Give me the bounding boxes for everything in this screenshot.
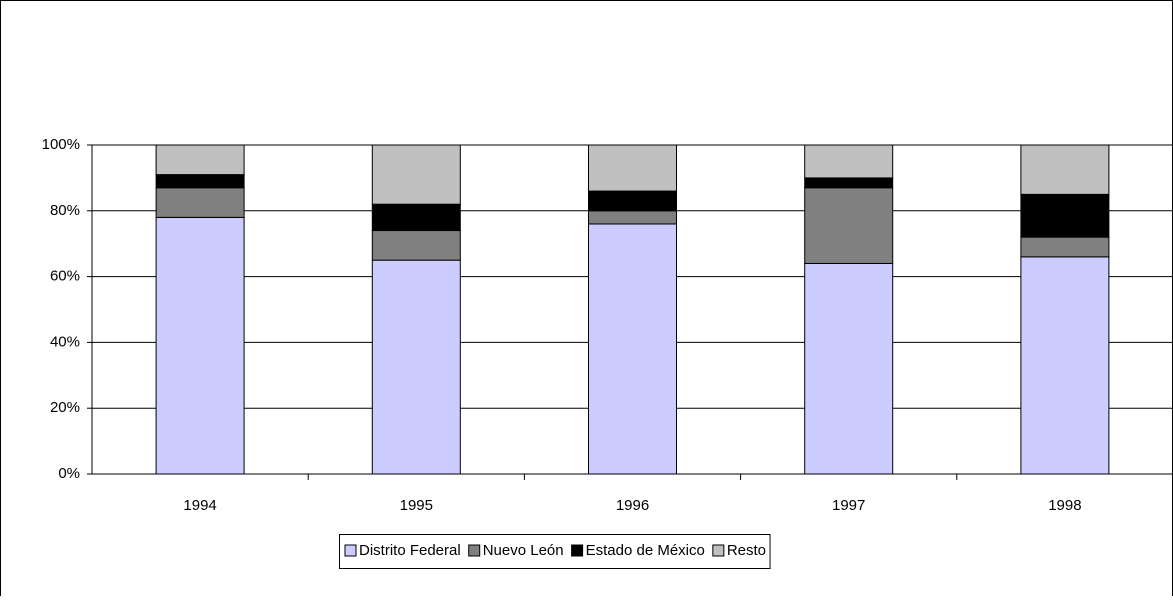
bar-segment — [155, 216, 245, 475]
y-tick-label: 20% — [50, 399, 80, 416]
x-tick-label: 1997 — [832, 497, 865, 514]
legend-box — [339, 534, 771, 569]
bar-segment — [1020, 256, 1110, 475]
bar-segment — [371, 203, 461, 232]
x-tick-label: 1996 — [616, 497, 649, 514]
bar-segment — [804, 187, 894, 264]
x-tick-label: 1998 — [1048, 497, 1081, 514]
legend-label: Estado de México — [586, 542, 705, 559]
bar-segment — [371, 259, 461, 475]
y-tick-label: 100% — [42, 136, 80, 153]
bar-segment — [588, 190, 677, 212]
bar-segment — [1020, 144, 1110, 195]
bar-segment — [804, 177, 894, 189]
x-tick-label: 1995 — [400, 497, 433, 514]
bar-segment — [155, 144, 245, 176]
legend-label: Nuevo León — [483, 542, 564, 559]
bar-segment — [1020, 236, 1110, 258]
bar-segment — [371, 230, 461, 261]
legend-label: Distrito Federal — [359, 542, 461, 559]
bar-segment — [588, 210, 677, 225]
y-tick-label: 40% — [50, 333, 80, 350]
legend-swatch — [468, 544, 481, 557]
bar-segment — [155, 187, 245, 218]
bar-segment — [588, 144, 677, 192]
bar-segment — [155, 174, 245, 189]
y-tick-label: 60% — [50, 268, 80, 285]
legend-swatch — [571, 544, 584, 557]
legend-swatch — [344, 544, 357, 557]
bar-segment — [804, 262, 894, 475]
bar-segment — [371, 144, 461, 205]
legend-label: Resto — [727, 542, 766, 559]
bar-segment — [804, 144, 894, 179]
y-tick-label: 80% — [50, 202, 80, 219]
legend-swatch — [712, 544, 725, 557]
x-tick-label: 1994 — [183, 497, 216, 514]
bar-segment — [588, 223, 677, 475]
y-tick-label: 0% — [58, 465, 80, 482]
bar-segment — [1020, 193, 1110, 238]
